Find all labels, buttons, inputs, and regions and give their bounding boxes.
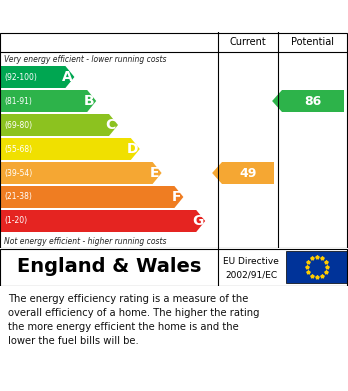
- Text: 2002/91/EC: 2002/91/EC: [225, 270, 277, 279]
- Polygon shape: [0, 210, 205, 232]
- Text: A: A: [62, 70, 72, 84]
- Text: B: B: [84, 94, 94, 108]
- Text: (21-38): (21-38): [4, 192, 32, 201]
- Text: Not energy efficient - higher running costs: Not energy efficient - higher running co…: [4, 237, 166, 246]
- Text: E: E: [150, 166, 160, 180]
- Text: Current: Current: [230, 37, 266, 47]
- Text: (69-80): (69-80): [4, 120, 32, 129]
- Text: EU Directive: EU Directive: [223, 257, 279, 266]
- Text: (1-20): (1-20): [4, 217, 27, 226]
- Text: C: C: [106, 118, 116, 132]
- Polygon shape: [0, 114, 118, 136]
- Text: (39-54): (39-54): [4, 169, 32, 178]
- Text: The energy efficiency rating is a measure of the
overall efficiency of a home. T: The energy efficiency rating is a measur…: [8, 294, 260, 346]
- Text: (55-68): (55-68): [4, 145, 32, 154]
- Polygon shape: [0, 138, 140, 160]
- Polygon shape: [0, 90, 96, 112]
- Bar: [286, 251, 348, 283]
- Text: England & Wales: England & Wales: [17, 258, 201, 276]
- Text: Very energy efficient - lower running costs: Very energy efficient - lower running co…: [4, 54, 166, 63]
- Polygon shape: [272, 90, 344, 112]
- Text: F: F: [172, 190, 181, 204]
- Polygon shape: [0, 66, 74, 88]
- Polygon shape: [0, 186, 183, 208]
- Polygon shape: [0, 162, 161, 184]
- Polygon shape: [212, 162, 274, 184]
- Text: (81-91): (81-91): [4, 97, 32, 106]
- Text: 86: 86: [304, 95, 322, 108]
- Text: (92-100): (92-100): [4, 72, 37, 81]
- Text: 49: 49: [239, 167, 257, 179]
- Text: Energy Efficiency Rating: Energy Efficiency Rating: [8, 9, 218, 23]
- Text: Potential: Potential: [292, 37, 334, 47]
- Text: G: G: [192, 214, 203, 228]
- Text: D: D: [126, 142, 138, 156]
